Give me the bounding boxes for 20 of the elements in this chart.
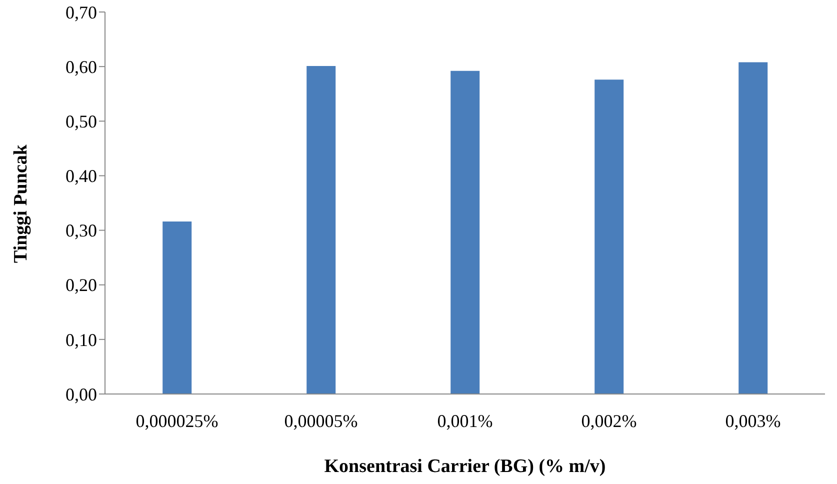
y-tick-label: 0,30 [66,220,97,241]
y-tick-label: 0,70 [66,2,97,22]
y-axis-title: Tinggi Puncak [10,144,32,263]
bar [450,70,480,394]
y-tick-label: 0,40 [66,166,97,186]
x-tick-label: 0,000025% [136,410,218,431]
y-tick-label: 0,60 [66,56,97,77]
y-tick-label: 0,20 [66,275,97,296]
y-tick-label: 0,50 [66,112,97,132]
bar [306,66,336,394]
bar [162,222,192,394]
x-tick-label: 0,00005% [284,410,358,431]
x-tick-label: 0,001% [437,410,493,431]
bar [738,62,768,394]
bar [594,80,624,394]
y-tick-label: 0,00 [66,384,97,404]
x-axis-title: Konsentrasi Carrier (BG) (% m/v) [324,456,606,477]
x-tick-label: 0,002% [581,410,637,431]
y-tick-label: 0,10 [66,330,97,350]
x-tick-label: 0,003% [725,410,781,431]
